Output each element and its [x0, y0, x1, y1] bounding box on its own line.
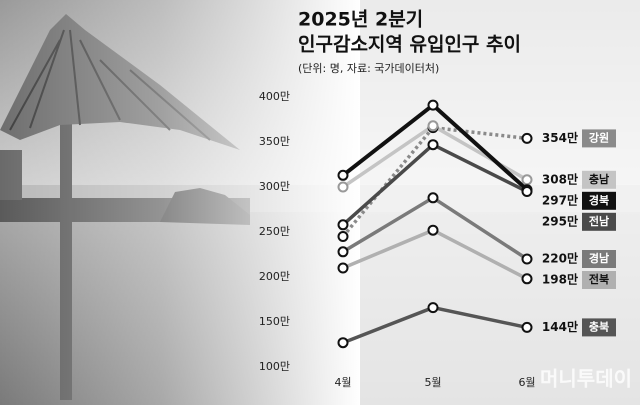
legend-label: 강원: [589, 130, 609, 144]
point: [337, 219, 349, 231]
legend-box: [582, 212, 616, 231]
legend-box: [582, 271, 616, 289]
point: [427, 302, 439, 314]
y-tick-label: 100만: [259, 360, 290, 373]
point: [521, 273, 533, 285]
legend-label: 충남: [589, 172, 609, 186]
x-tick-label: 5월: [424, 376, 441, 389]
value-label: 297만: [542, 192, 578, 207]
y-tick-label: 200만: [259, 270, 290, 283]
y-tick-label: 300만: [259, 180, 290, 193]
value-label: 144만: [542, 319, 578, 334]
x-tick-label: 4월: [334, 376, 351, 389]
point: [427, 192, 439, 204]
point: [427, 120, 439, 132]
point: [427, 224, 439, 236]
chart-title: 2025년 2분기: [298, 9, 423, 31]
legend-label: 전북: [589, 272, 609, 286]
point: [521, 253, 533, 265]
value-label: 295만: [542, 213, 578, 228]
legend-label: 경남: [589, 251, 609, 265]
y-tick-label: 400만: [259, 90, 290, 103]
y-tick-label: 150만: [259, 315, 290, 328]
point: [337, 337, 349, 349]
legend-box: [582, 129, 616, 148]
legend-box: [582, 318, 616, 337]
point: [337, 246, 349, 258]
y-tick-label: 250만: [259, 225, 290, 238]
point: [337, 262, 349, 274]
value-label: 198만: [542, 272, 578, 287]
point: [337, 181, 349, 193]
legend-box: [582, 170, 616, 189]
legend-box: [582, 250, 616, 268]
chart-subtitle: (단위: 명, 자료: 국가데이터처): [298, 62, 439, 75]
point: [521, 321, 533, 333]
x-tick-label: 6월: [518, 376, 535, 389]
legend-label: 전남: [589, 214, 609, 228]
point: [521, 186, 533, 197]
point: [427, 139, 439, 151]
chart-title: 인구감소지역 유입인구 추이: [298, 34, 521, 56]
value-label: 354만: [542, 130, 578, 145]
watermark: 머니투데이: [540, 367, 632, 391]
point: [337, 231, 349, 242]
legend-box: [582, 191, 616, 210]
y-tick-label: 350만: [259, 135, 290, 148]
value-label: 308만: [542, 171, 578, 186]
legend-label: 충북: [589, 319, 609, 333]
series-line: [341, 125, 528, 238]
value-label: 220만: [542, 251, 578, 266]
point: [521, 132, 533, 144]
legend-label: 경북: [589, 193, 609, 207]
point: [521, 174, 533, 186]
point: [337, 169, 349, 181]
point: [427, 99, 439, 111]
